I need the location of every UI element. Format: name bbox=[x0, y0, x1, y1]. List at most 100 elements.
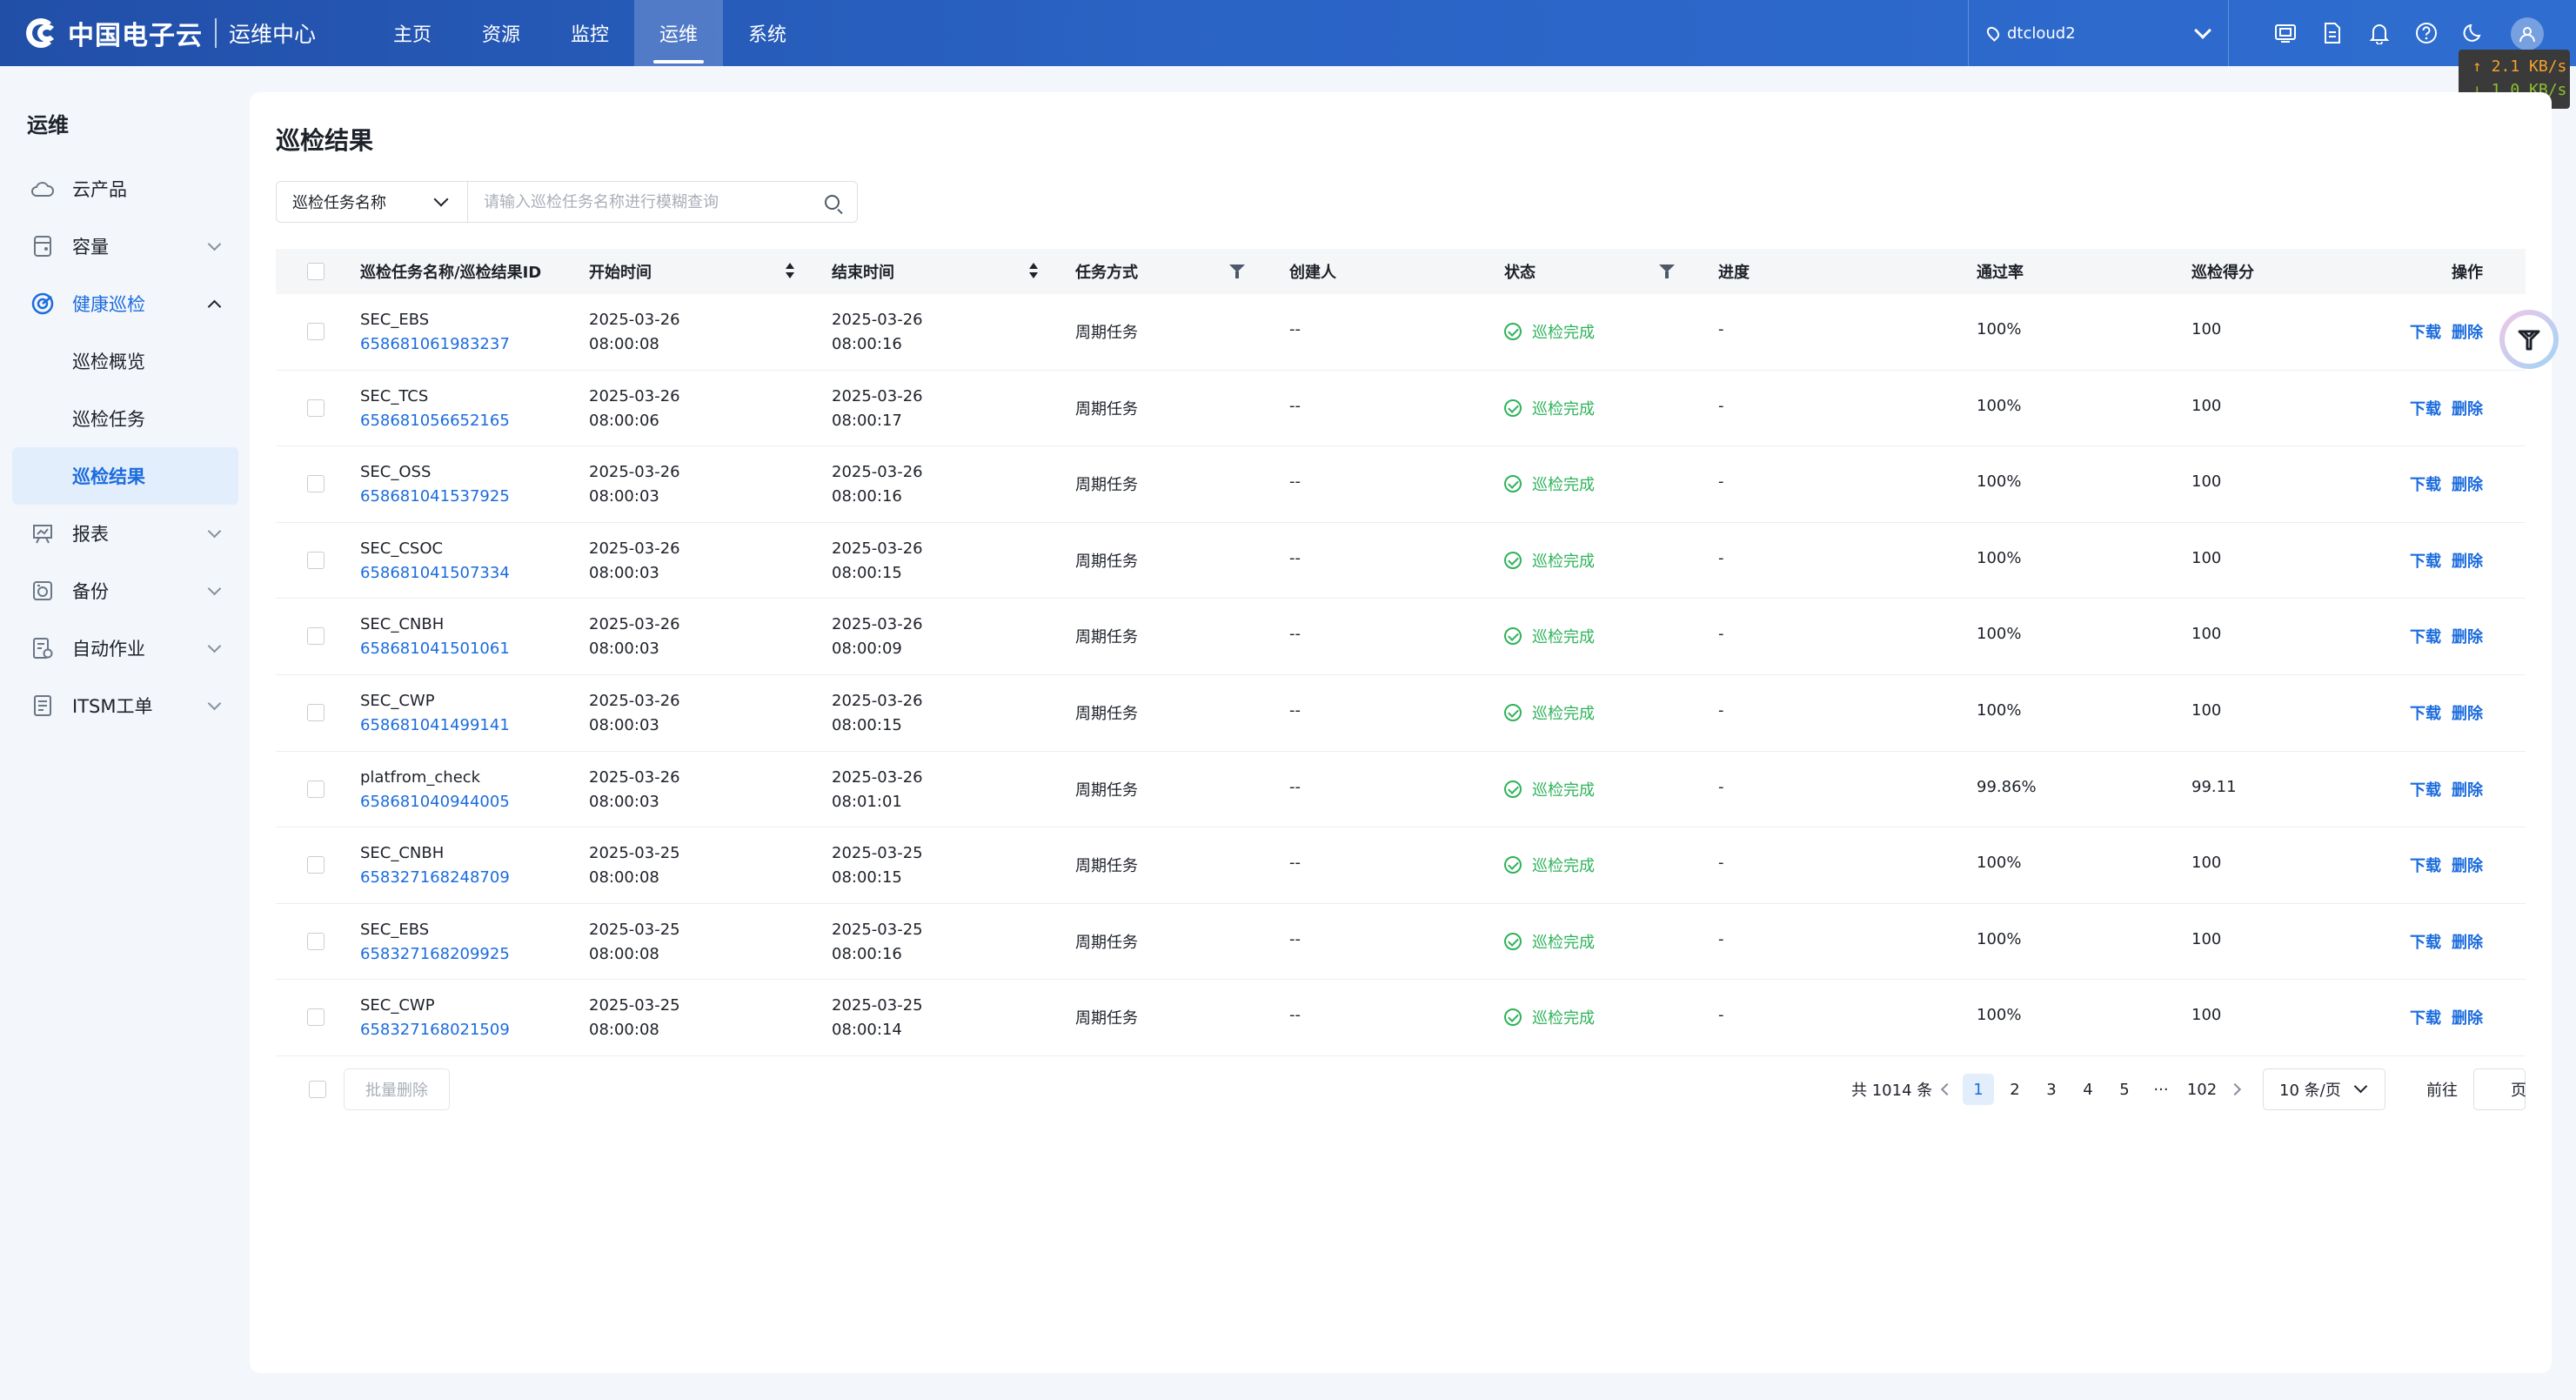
select-all-checkbox[interactable] bbox=[307, 263, 325, 280]
score: 100 bbox=[2191, 854, 2222, 873]
row-checkbox[interactable] bbox=[307, 551, 325, 569]
result-id-link[interactable]: 658681041499141 bbox=[360, 715, 510, 734]
page-5[interactable]: 5 bbox=[2119, 1080, 2130, 1099]
pass-rate: 100% bbox=[1977, 548, 2022, 567]
filter-status-icon[interactable] bbox=[1659, 264, 1675, 279]
page-size-select[interactable]: 10 条/页 bbox=[2263, 1068, 2385, 1110]
page-3[interactable]: 3 bbox=[2046, 1080, 2057, 1099]
goto-page-input[interactable] bbox=[2473, 1068, 2526, 1110]
search-input[interactable] bbox=[468, 182, 806, 222]
sidebar-subitem-results[interactable]: 巡检结果 bbox=[12, 447, 238, 505]
user-avatar[interactable] bbox=[2511, 17, 2544, 50]
nav-operations[interactable]: 运维 bbox=[634, 0, 724, 66]
page-ellipsis[interactable]: ··· bbox=[2153, 1080, 2169, 1099]
score: 100 bbox=[2191, 320, 2222, 338]
check-circle-icon bbox=[1504, 475, 1522, 493]
row-checkbox[interactable] bbox=[307, 703, 325, 721]
help-icon[interactable] bbox=[2403, 0, 2450, 66]
delete-button[interactable]: 删除 bbox=[2452, 857, 2483, 876]
page-2[interactable]: 2 bbox=[2010, 1080, 2020, 1099]
score: 99.11 bbox=[2191, 777, 2237, 796]
result-id-link[interactable]: 658681041537925 bbox=[360, 487, 510, 506]
sort-start-time-icon[interactable] bbox=[786, 263, 794, 280]
sidebar-subitem-tasks[interactable]: 巡检任务 bbox=[72, 409, 145, 430]
download-button[interactable]: 下载 bbox=[2410, 552, 2441, 571]
nav-monitor[interactable]: 监控 bbox=[571, 24, 610, 46]
start-time-cell: 2025-03-25 08:00:08 bbox=[589, 918, 680, 967]
row-checkbox[interactable] bbox=[307, 1008, 325, 1027]
sidebar-item-capacity[interactable]: 容量 bbox=[12, 218, 238, 275]
page-1[interactable]: 1 bbox=[1963, 1074, 1994, 1105]
row-checkbox[interactable] bbox=[307, 323, 325, 340]
delete-button[interactable]: 删除 bbox=[2452, 933, 2483, 952]
download-button[interactable]: 下载 bbox=[2410, 857, 2441, 876]
download-button[interactable]: 下载 bbox=[2410, 324, 2441, 342]
download-button[interactable]: 下载 bbox=[2410, 1009, 2441, 1028]
document-icon[interactable] bbox=[2309, 0, 2356, 66]
result-id-link[interactable]: 658681061983237 bbox=[360, 335, 510, 353]
result-id-link[interactable]: 658327168209925 bbox=[360, 944, 510, 963]
delete-button[interactable]: 删除 bbox=[2452, 324, 2483, 342]
filter-mode-icon[interactable] bbox=[1229, 264, 1245, 279]
next-page-icon[interactable] bbox=[2228, 1082, 2242, 1096]
page-102[interactable]: 102 bbox=[2186, 1080, 2218, 1099]
row-checkbox[interactable] bbox=[307, 932, 325, 950]
results-table: 巡检任务名称/巡检结果ID 开始时间 结束时间 任务方式 创建人 状态 进度 通… bbox=[276, 249, 2526, 1056]
task-name-cell: SEC_CSOC 658681041507334 bbox=[360, 537, 510, 586]
result-id-link[interactable]: 658681040944005 bbox=[360, 792, 510, 811]
screen-icon[interactable] bbox=[2262, 0, 2309, 66]
floating-assistant-button[interactable] bbox=[2499, 310, 2559, 369]
row-checkbox[interactable] bbox=[307, 399, 325, 417]
delete-button[interactable]: 删除 bbox=[2452, 399, 2483, 419]
start-time-cell: 2025-03-26 08:00:03 bbox=[589, 460, 680, 509]
delete-button[interactable]: 删除 bbox=[2452, 628, 2483, 647]
download-button[interactable]: 下载 bbox=[2410, 704, 2441, 723]
result-id-link[interactable]: 658681041507334 bbox=[360, 563, 510, 582]
download-button[interactable]: 下载 bbox=[2410, 933, 2441, 952]
result-id-link[interactable]: 658327168248709 bbox=[360, 868, 510, 888]
delete-button[interactable]: 删除 bbox=[2452, 476, 2483, 495]
progress: - bbox=[1718, 700, 1724, 720]
search-button[interactable] bbox=[806, 182, 857, 222]
sidebar-subitem-overview[interactable]: 巡检概览 bbox=[72, 352, 145, 372]
result-id-link[interactable]: 658681041501061 bbox=[360, 640, 510, 659]
logo[interactable]: 中国电子云 运维中心 bbox=[26, 0, 316, 66]
nav-system[interactable]: 系统 bbox=[748, 24, 787, 46]
sidebar-item-health-inspection[interactable]: 健康巡检 bbox=[12, 275, 238, 332]
download-button[interactable]: 下载 bbox=[2410, 476, 2441, 495]
sidebar-item-backup[interactable]: 备份 bbox=[12, 562, 238, 620]
delete-button[interactable]: 删除 bbox=[2452, 780, 2483, 800]
prev-page-icon[interactable] bbox=[1940, 1082, 1954, 1096]
task-name-cell: SEC_CNBH 658681041501061 bbox=[360, 613, 510, 661]
delete-button[interactable]: 删除 bbox=[2452, 1009, 2483, 1028]
bell-icon[interactable] bbox=[2356, 0, 2403, 66]
delete-button[interactable]: 删除 bbox=[2452, 704, 2483, 723]
region-selector[interactable]: dtcloud2 bbox=[1968, 0, 2229, 66]
sidebar-item-itsm[interactable]: ITSM工单 bbox=[12, 677, 238, 734]
sidebar-item-reports[interactable]: 报表 bbox=[12, 505, 238, 562]
delete-button[interactable]: 删除 bbox=[2452, 552, 2483, 571]
download-button[interactable]: 下载 bbox=[2410, 780, 2441, 800]
page-4[interactable]: 4 bbox=[2083, 1080, 2093, 1099]
footer-select-all-checkbox[interactable] bbox=[309, 1081, 326, 1098]
result-id-link[interactable]: 658681056652165 bbox=[360, 411, 510, 430]
row-checkbox[interactable] bbox=[307, 627, 325, 646]
start-time-cell: 2025-03-26 08:00:03 bbox=[589, 537, 680, 586]
result-id-link[interactable]: 658327168021509 bbox=[360, 1021, 510, 1040]
sort-end-time-icon[interactable] bbox=[1029, 263, 1038, 280]
moon-icon[interactable] bbox=[2450, 0, 2497, 66]
download-button[interactable]: 下载 bbox=[2410, 628, 2441, 647]
sidebar-item-cloud-products[interactable]: 云产品 bbox=[12, 160, 238, 218]
row-checkbox[interactable] bbox=[307, 780, 325, 798]
nav-home[interactable]: 主页 bbox=[393, 24, 432, 46]
page-title: 巡检结果 bbox=[276, 126, 374, 155]
filter-field-select[interactable]: 巡检任务名称 bbox=[277, 182, 468, 222]
row-checkbox[interactable] bbox=[307, 475, 325, 493]
sidebar-item-automation[interactable]: 自动作业 bbox=[12, 620, 238, 677]
download-button[interactable]: 下载 bbox=[2410, 399, 2441, 419]
row-checkbox[interactable] bbox=[307, 856, 325, 874]
sidebar-item-label: 报表 bbox=[72, 524, 109, 545]
batch-delete-button[interactable]: 批量删除 bbox=[344, 1068, 450, 1110]
start-time: 08:00:08 bbox=[589, 1021, 659, 1040]
nav-resources[interactable]: 资源 bbox=[482, 24, 521, 46]
